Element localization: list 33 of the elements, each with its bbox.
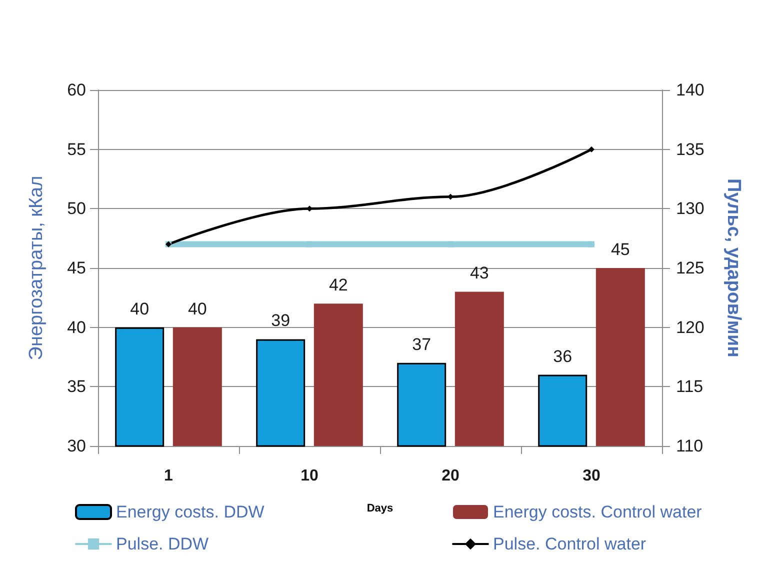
y2-axis-title: Пульс, ударов/мин	[723, 178, 744, 358]
y-tick-label: 35	[67, 377, 86, 396]
y-tick-label: 30	[67, 436, 86, 456]
data-label: 36	[553, 346, 572, 366]
x-tick-label: 30	[582, 468, 600, 484]
data-label: 40	[188, 299, 207, 318]
legend-label: Pulse. DDW	[116, 534, 209, 554]
y-tick-label: 60	[67, 80, 86, 100]
x-tick-label: 20	[442, 468, 460, 484]
data-label: 37	[412, 334, 432, 354]
legend-label: Pulse. Control water	[493, 534, 646, 554]
legend-label: Energy costs. DDW	[116, 502, 264, 522]
y2-tick-label: 120	[676, 318, 704, 337]
x-tick-label: 10	[300, 468, 318, 484]
data-label: 43	[470, 264, 489, 283]
data-label: 45	[610, 240, 630, 259]
data-label: 39	[271, 311, 290, 330]
y2-tick-label: 125	[676, 258, 704, 278]
y2-tick-label: 140	[676, 80, 704, 100]
y2-tick-label: 135	[676, 140, 704, 159]
y2-tick-label: 110	[676, 436, 704, 456]
y-tick-label: 40	[67, 318, 86, 337]
x-axis-title: Days	[366, 502, 394, 514]
y2-tick-label: 115	[676, 377, 704, 396]
y-tick-label: 50	[67, 199, 86, 218]
legend-label: Energy costs. Control water	[493, 502, 702, 522]
x-tick-label: 1	[164, 468, 174, 484]
y-tick-label: 45	[67, 258, 86, 278]
data-label: 42	[328, 276, 348, 295]
y-axis-title: Энергозатраты, кКал	[26, 176, 47, 360]
data-label: 40	[130, 299, 150, 318]
y-tick-label: 55	[67, 140, 86, 159]
y2-tick-label: 130	[676, 199, 704, 218]
